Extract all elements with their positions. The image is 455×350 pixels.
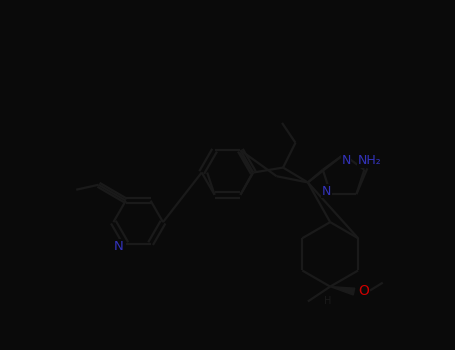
Text: N: N (341, 154, 351, 167)
Polygon shape (330, 287, 355, 295)
Text: O: O (359, 284, 369, 298)
Text: N: N (322, 185, 331, 198)
Text: H: H (324, 296, 331, 307)
Text: NH₂: NH₂ (358, 154, 381, 167)
Text: N: N (114, 240, 124, 253)
